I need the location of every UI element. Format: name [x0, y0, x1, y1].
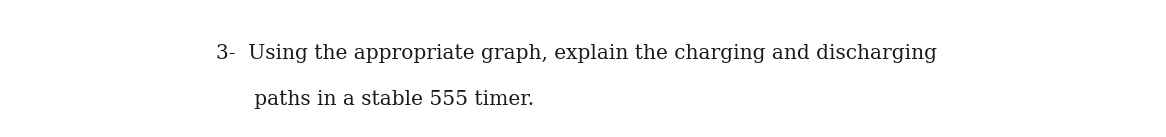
Text: 3-  Using the appropriate graph, explain the charging and discharging: 3- Using the appropriate graph, explain …	[216, 44, 936, 63]
Text: paths in a stable 555 timer.: paths in a stable 555 timer.	[216, 90, 534, 109]
